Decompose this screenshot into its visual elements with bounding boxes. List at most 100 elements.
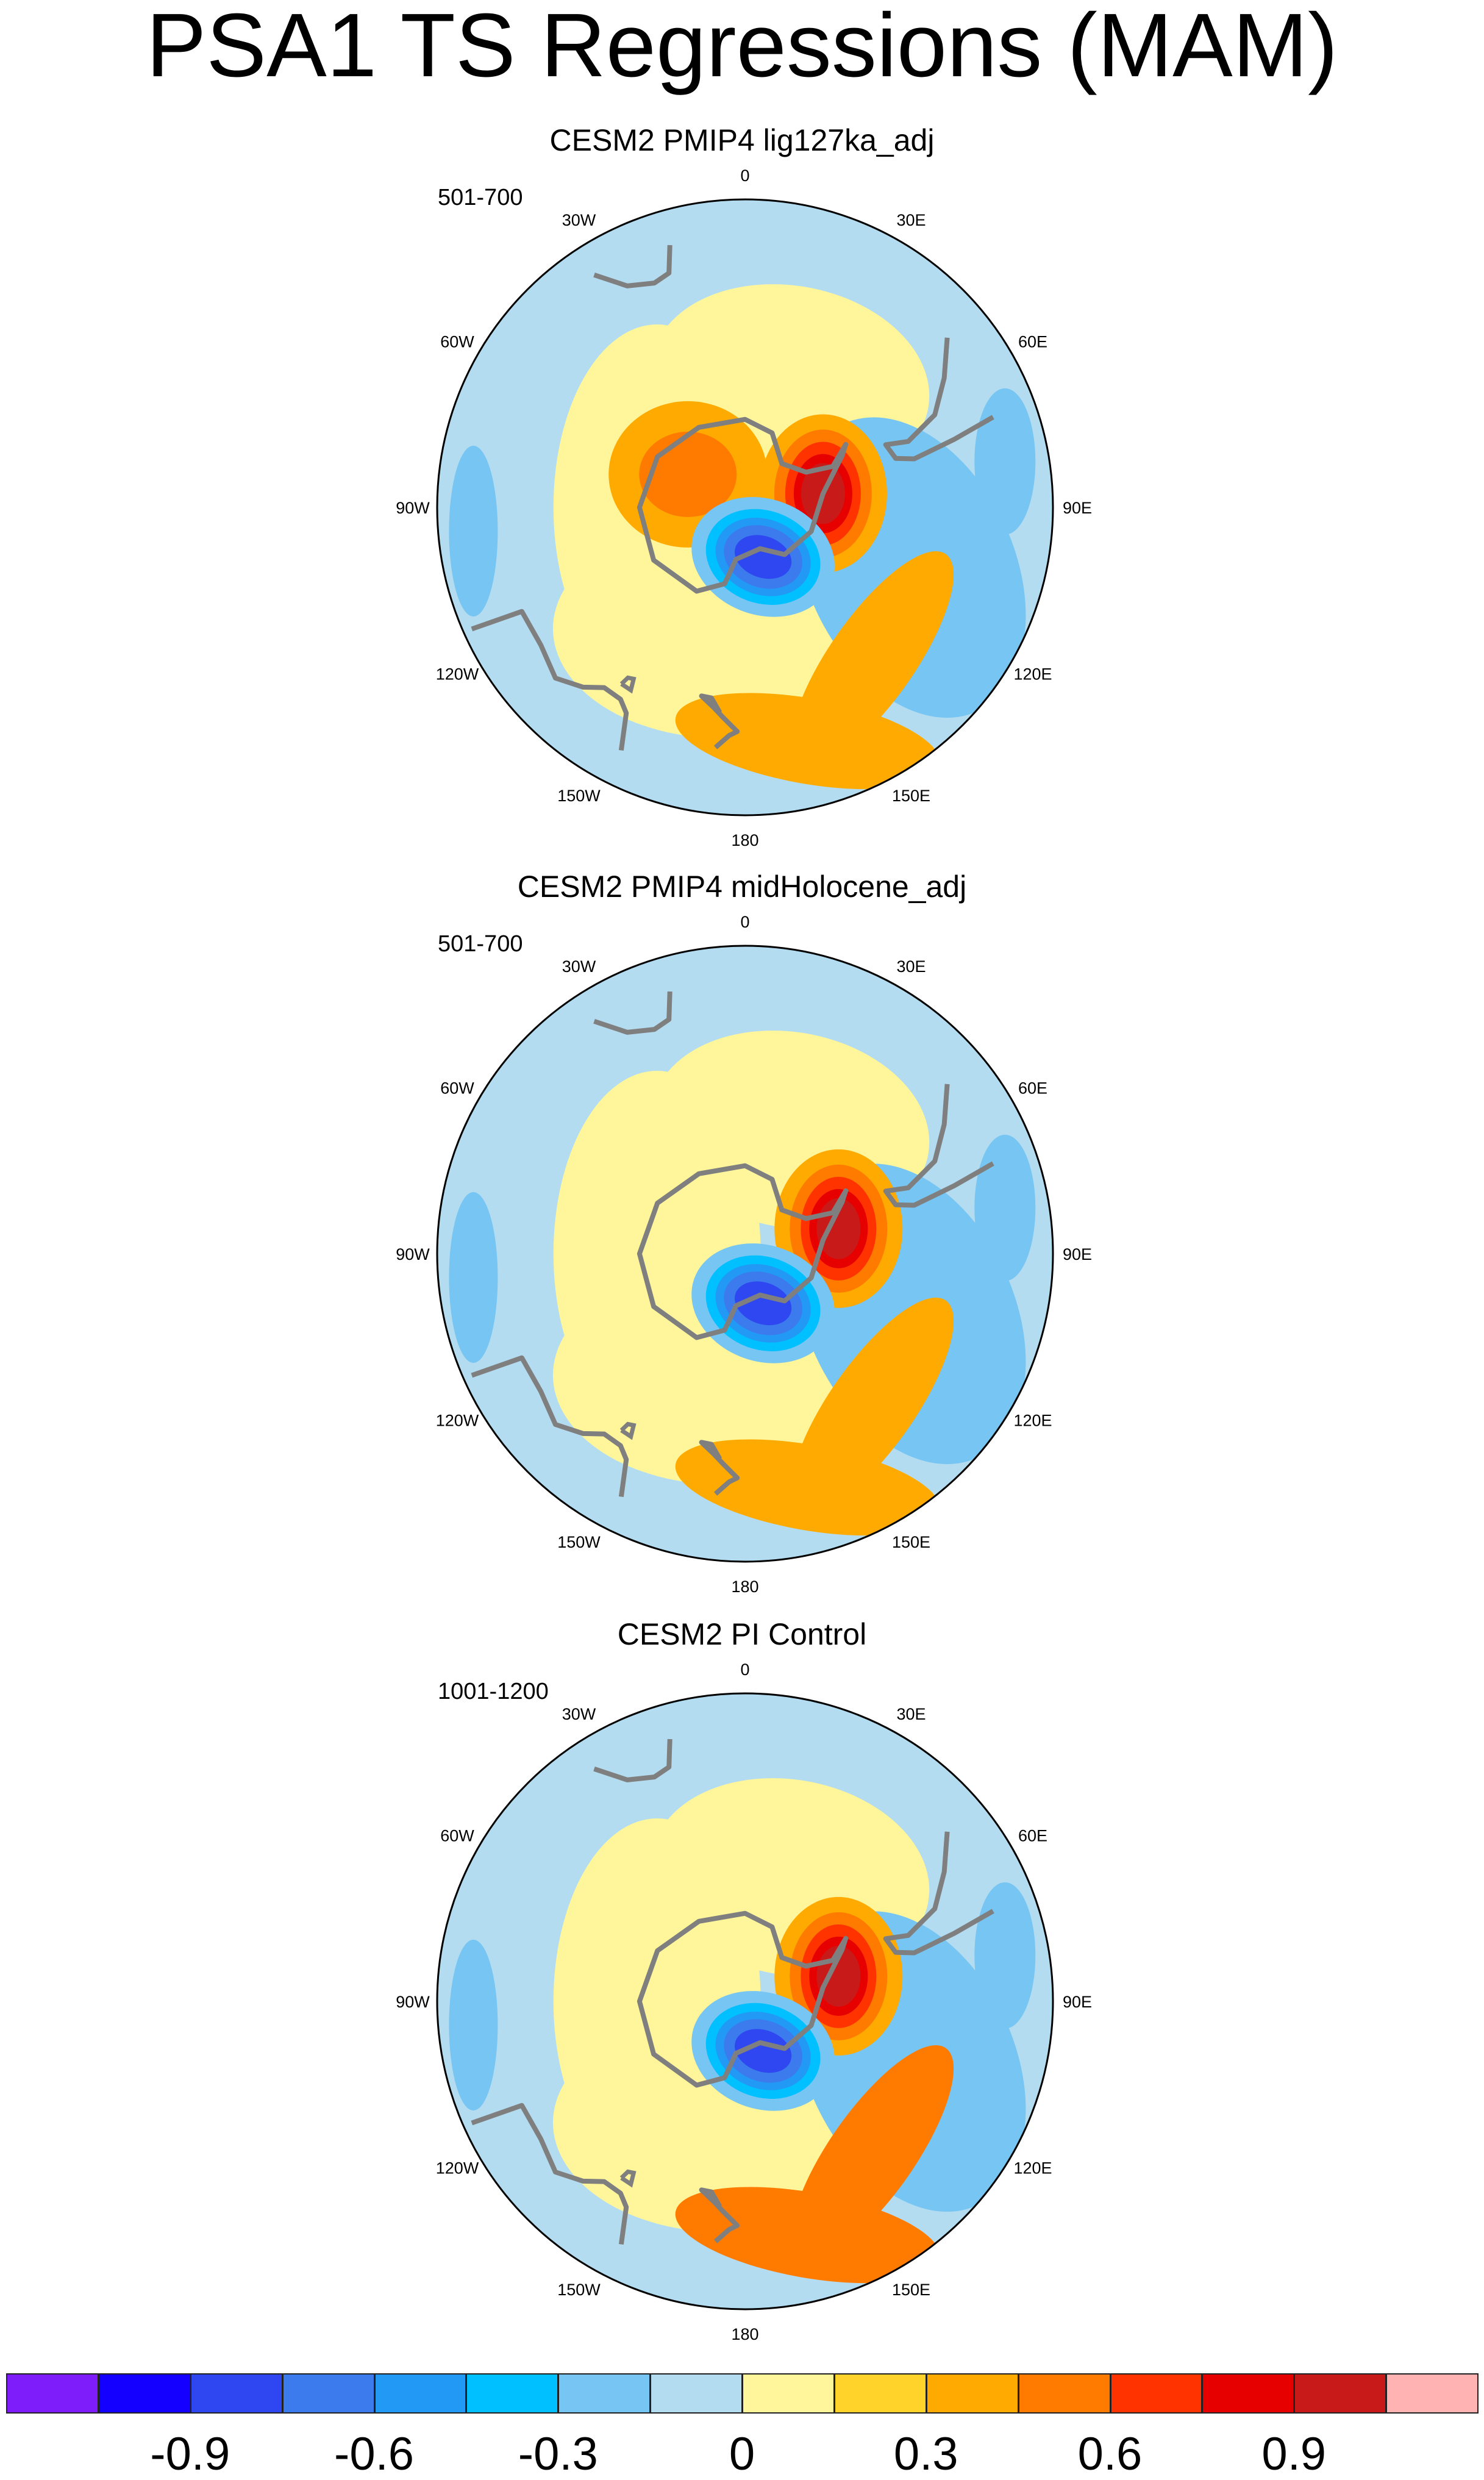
map-panel-pi-control: 0 30E 60E 90E 120E 150E 180 150W 120W 90W 60W 30W C… (0, 1616, 1484, 2363)
panel-title: CESM2 PI Control (617, 1617, 867, 1651)
colorbar-swatch (1294, 2373, 1387, 2414)
colorbar-tick-label: 0.9 (1261, 2428, 1327, 2480)
longitude-label: 60E (1018, 1079, 1047, 1098)
longitude-label: 30W (562, 1705, 596, 1723)
panel-years-label: 1001-1200 (438, 1679, 549, 1704)
longitude-label: 120W (436, 2159, 479, 2178)
longitude-label: 60E (1018, 1827, 1047, 1845)
weak-cool-region (974, 1882, 1036, 2029)
colorbar-tick-label: 0.3 (893, 2428, 958, 2480)
map-panel-midholocene: 0 30E 60E 90E 120E 150E 180 150W 120W 90W 60W 30W C… (0, 868, 1484, 1615)
longitude-label: 0 (740, 913, 749, 931)
dipole-negative-lobe (735, 1281, 792, 1326)
new-zealand-coastline (699, 693, 740, 749)
contour-field (437, 946, 1053, 1562)
longitude-label: 90W (396, 1993, 430, 2011)
longitude-label: 30E (896, 1705, 926, 1723)
africa-coastline (593, 991, 672, 1035)
dipole-negative-lobe (735, 2029, 792, 2073)
dipole-positive-lobe (824, 1955, 854, 1997)
antarctica-coastline (637, 416, 849, 594)
africa-coastline (593, 245, 672, 288)
longitude-label: 150E (892, 1533, 930, 1551)
longitude-label: 150W (557, 1533, 601, 1551)
longitude-label: 30E (896, 211, 926, 229)
colorbar-swatch (466, 2373, 559, 2414)
weak-cool-region (974, 388, 1036, 535)
contour-field (437, 199, 1053, 815)
tasmania-coastline (619, 1421, 637, 1440)
australia-coastline (471, 609, 629, 751)
warm-band (675, 2187, 940, 2284)
south-america-coastline (883, 1084, 994, 1208)
colorbar-swatch (1202, 2373, 1295, 2414)
longitude-label: 30E (896, 957, 926, 976)
colorbar-tick-label: -0.6 (334, 2428, 414, 2480)
longitude-label: 120W (436, 665, 479, 684)
map-boundary (436, 945, 1054, 1563)
map-panel-lig127ka: 0 30E 60E 90E 120E 150E 180 150W 120W 90W 60W 30W C… (0, 122, 1484, 869)
longitude-label: 180 (731, 1578, 758, 1596)
colorbar-swatch (650, 2373, 743, 2414)
weak-cool-region (449, 1939, 498, 2110)
longitude-label: 150E (892, 2281, 930, 2299)
longitude-label: 150W (557, 2281, 601, 2299)
polar-map: 0 30E 60E 90E 120E 150E 180 150W 120W 90W 60W 30W (396, 913, 1092, 1596)
longitude-label: 60W (440, 1827, 474, 1845)
longitude-label: 90E (1063, 499, 1092, 517)
colorbar-tick-label: 0.6 (1077, 2428, 1143, 2480)
weak-cool-region (449, 1192, 498, 1363)
contour-field (437, 1693, 1053, 2309)
longitude-label: 120E (1013, 1412, 1052, 1430)
colorbar-swatch (1110, 2373, 1203, 2414)
tasmania-coastline (619, 675, 637, 694)
polar-map: 0 30E 60E 90E 120E 150E 180 150W 120W 90W 60W 30W (396, 1660, 1092, 2343)
south-america-coastline (883, 337, 994, 462)
colorbar-swatch (558, 2373, 651, 2414)
colorbar-tick-label: -0.3 (518, 2428, 598, 2480)
colorbar-swatch (1018, 2373, 1111, 2414)
colorbar-swatch (98, 2373, 191, 2414)
colorbar-tick-label: -0.9 (150, 2428, 230, 2480)
panel-years-label: 501-700 (438, 185, 523, 210)
longitude-label: 0 (740, 1660, 749, 1679)
warm-band (675, 693, 940, 790)
weak-cool-region (974, 1134, 1036, 1281)
antarctica-coastline (637, 1163, 849, 1340)
south-america-coastline (883, 1831, 994, 1956)
australia-coastline (471, 2103, 629, 2245)
longitude-label: 90E (1063, 1993, 1092, 2011)
new-zealand-coastline (699, 1440, 740, 1496)
colorbar-swatch (282, 2373, 375, 2414)
warm-band (675, 1439, 940, 1536)
dipole-positive-lobe (824, 1207, 854, 1249)
africa-coastline (593, 1739, 672, 1782)
longitude-label: 120E (1013, 665, 1052, 684)
longitude-label: 150E (892, 787, 930, 805)
new-zealand-coastline (699, 2187, 740, 2243)
main-title: PSA1 TS Regressions (MAM) (146, 0, 1338, 96)
colorbar-swatch (742, 2373, 835, 2414)
colorbar-swatch (833, 2373, 927, 2414)
longitude-label: 0 (740, 166, 749, 185)
map-boundary (436, 198, 1054, 817)
weak-cool-region (449, 445, 498, 616)
colorbar-tick-label: 0 (729, 2428, 755, 2480)
panel-title: CESM2 PMIP4 midHolocene_adj (517, 870, 967, 904)
colorbar-swatch (926, 2373, 1019, 2414)
longitude-label: 180 (731, 2325, 758, 2343)
colorbar-swatch (190, 2373, 283, 2414)
longitude-label: 90E (1063, 1245, 1092, 1263)
colorbar (6, 2373, 1479, 2416)
colorbar-swatch (6, 2373, 99, 2414)
longitude-label: 120W (436, 1412, 479, 1430)
panel-title: CESM2 PMIP4 lig127ka_adj (549, 123, 935, 157)
tasmania-coastline (619, 2169, 637, 2188)
longitude-label: 30W (562, 211, 596, 229)
map-boundary (436, 1692, 1054, 2310)
longitude-label: 60W (440, 1079, 474, 1098)
panel-years-label: 501-700 (438, 931, 523, 957)
longitude-label: 120E (1013, 2159, 1052, 2178)
dipole-negative-lobe (735, 535, 792, 579)
longitude-label: 90W (396, 499, 430, 517)
